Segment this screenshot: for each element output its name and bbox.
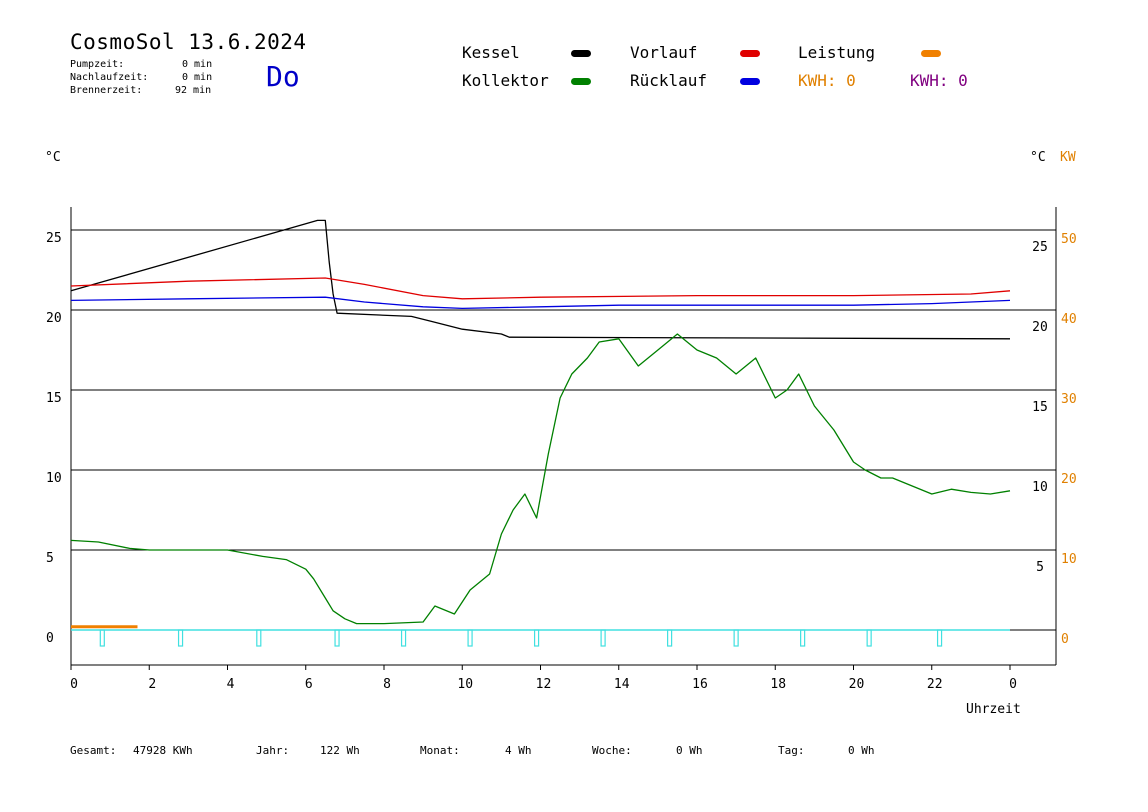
right-tick-label-kw: 40 <box>1061 312 1077 327</box>
legend-kollektor-label: Kollektor <box>462 71 549 90</box>
x-tick-label: 8 <box>383 677 391 692</box>
pump-marker <box>99 629 105 647</box>
legend-kollektor-swatch <box>571 78 591 85</box>
right-tick-label-c: 5 <box>1036 560 1044 575</box>
pump-marker <box>866 629 872 647</box>
right-tick-label-kw: 50 <box>1061 232 1077 247</box>
footer-label-tag: Tag: <box>778 744 805 757</box>
pump-marker <box>467 629 473 647</box>
x-tick-label: 0 <box>1009 677 1017 692</box>
x-tick-label: 4 <box>227 677 235 692</box>
stat-label-brenner: Brennerzeit: <box>70 85 143 96</box>
series-line-kollektor <box>70 333 1011 625</box>
right-tick-label-kw: 10 <box>1061 552 1077 567</box>
legend-kessel-label: Kessel <box>462 43 520 62</box>
chart-title: CosmoSol 13.6.2024 <box>70 30 307 54</box>
footer-value-tag: 0 Wh <box>848 744 875 757</box>
left-tick-label: 0 <box>46 631 54 646</box>
pump-marker <box>334 629 340 647</box>
footer-value-woche: 0 Wh <box>676 744 703 757</box>
stat-value-nachlauf: 0 min <box>182 72 213 83</box>
series-line-vorlauf <box>70 277 1011 300</box>
x-tick-label: 2 <box>148 677 156 692</box>
right-tick-label-kw: 30 <box>1061 392 1077 407</box>
stat-label-nachlauf: Nachlaufzeit: <box>70 72 149 83</box>
right-tick-label-c: 10 <box>1032 480 1048 495</box>
legend-kwh-orange: KWH: 0 <box>798 71 856 90</box>
footer-value-monat: 4 Wh <box>505 744 532 757</box>
pump-marker <box>733 629 739 647</box>
stat-value-pump: 0 min <box>182 59 213 70</box>
x-axis-label: Uhrzeit <box>966 702 1021 717</box>
footer-label-jahr: Jahr: <box>256 744 290 757</box>
left-axis-unit: °C <box>45 150 61 165</box>
x-tick-label: 0 <box>70 677 78 692</box>
pump-marker <box>600 629 606 647</box>
legend-kessel-swatch <box>571 50 591 57</box>
legend-kwh-purple: KWH: 0 <box>910 71 968 90</box>
stat-value-brenner: 92 min <box>175 85 212 96</box>
legend-vorlauf-label: Vorlauf <box>630 43 698 62</box>
right-tick-label-kw: 20 <box>1061 472 1077 487</box>
x-tick-label: 20 <box>849 677 865 692</box>
footer-label-woche: Woche: <box>592 744 632 757</box>
x-tick-label: 18 <box>770 677 786 692</box>
legend-ruecklauf-swatch <box>740 78 760 85</box>
left-tick-label: 25 <box>46 231 62 246</box>
weekday-label: Do <box>266 60 300 93</box>
pump-marker <box>177 629 184 647</box>
pump-marker <box>936 629 943 647</box>
x-tick-label: 6 <box>305 677 313 692</box>
x-tick-label: 14 <box>614 677 630 692</box>
stat-label-pump: Pumpzeit: <box>70 59 125 70</box>
pump-marker <box>256 629 262 647</box>
footer-value-gesamt: 47928 KWh <box>133 744 193 757</box>
left-tick-label: 20 <box>46 311 62 326</box>
right-tick-label-c: 15 <box>1032 400 1048 415</box>
x-tick-label: 10 <box>457 677 473 692</box>
x-tick-label: 12 <box>536 677 552 692</box>
series-line-kessel <box>70 219 1011 340</box>
pump-marker <box>800 629 806 647</box>
x-tick-label: 16 <box>692 677 708 692</box>
right-tick-label-c: 20 <box>1032 320 1048 335</box>
footer-value-jahr: 122 Wh <box>320 744 360 757</box>
legend-ruecklauf-label: Rücklauf <box>630 71 708 90</box>
pump-marker <box>667 629 673 647</box>
pump-marker <box>533 629 540 647</box>
x-tick-label: 22 <box>927 677 943 692</box>
footer-label-gesamt: Gesamt: <box>70 744 117 757</box>
right-axis-unit-c: °C <box>1030 150 1046 165</box>
series-line-ruecklauf <box>70 296 1011 310</box>
footer-label-monat: Monat: <box>420 744 460 757</box>
legend-leistung-label: Leistung <box>798 43 876 62</box>
left-tick-label: 10 <box>46 471 62 486</box>
left-tick-label: 15 <box>46 391 62 406</box>
right-tick-label-c: 25 <box>1032 240 1048 255</box>
right-axis-unit-kw: KW <box>1060 150 1076 165</box>
left-tick-label: 5 <box>46 551 54 566</box>
legend-vorlauf-swatch <box>740 50 760 57</box>
pump-marker <box>400 629 407 647</box>
legend-leistung-swatch <box>921 50 941 57</box>
right-tick-label-kw: 0 <box>1061 632 1069 647</box>
